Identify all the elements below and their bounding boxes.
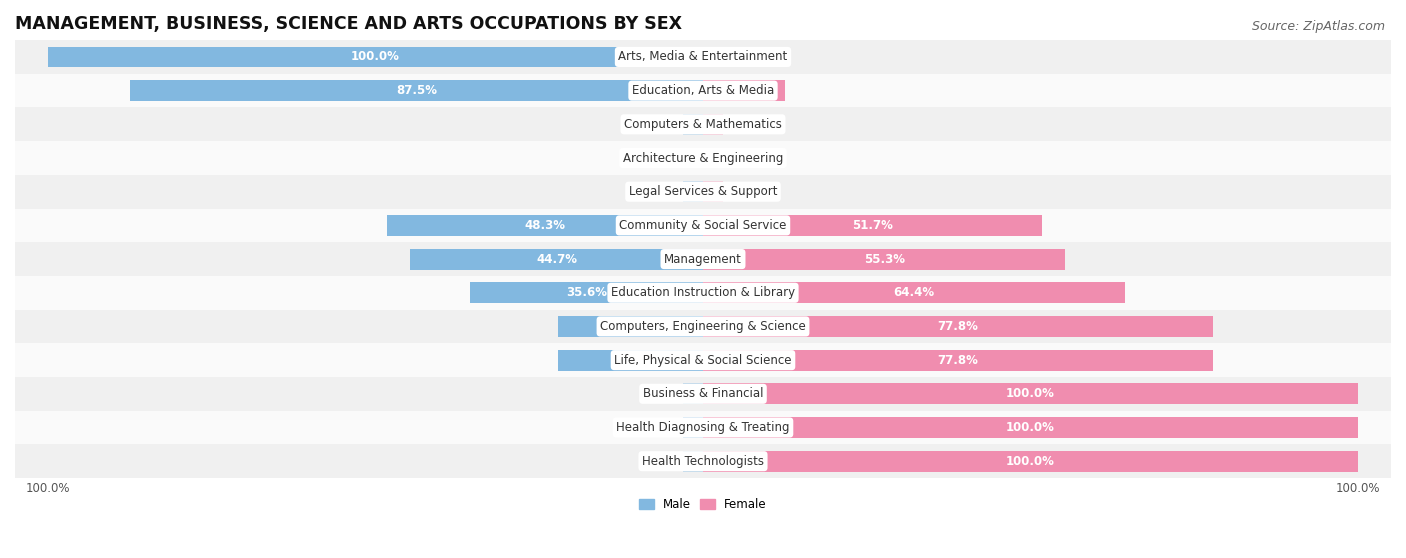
Text: 55.3%: 55.3% <box>863 253 904 266</box>
Text: 22.2%: 22.2% <box>610 354 651 367</box>
Text: 12.5%: 12.5% <box>724 84 765 97</box>
Text: 51.7%: 51.7% <box>852 219 893 232</box>
Bar <box>15 209 1391 242</box>
Bar <box>683 417 703 438</box>
Text: 35.6%: 35.6% <box>565 286 607 299</box>
Bar <box>703 282 1125 303</box>
Text: Architecture & Engineering: Architecture & Engineering <box>623 152 783 165</box>
Text: 100.0%: 100.0% <box>1007 421 1054 434</box>
Text: Legal Services & Support: Legal Services & Support <box>628 185 778 198</box>
Text: 77.8%: 77.8% <box>938 354 979 367</box>
Bar <box>15 74 1391 108</box>
Bar <box>558 350 703 371</box>
Text: 0.0%: 0.0% <box>647 455 676 468</box>
Text: 0.0%: 0.0% <box>647 118 676 131</box>
Bar <box>683 147 703 169</box>
Text: 44.7%: 44.7% <box>536 253 576 266</box>
Text: MANAGEMENT, BUSINESS, SCIENCE AND ARTS OCCUPATIONS BY SEX: MANAGEMENT, BUSINESS, SCIENCE AND ARTS O… <box>15 15 682 33</box>
Text: Computers, Engineering & Science: Computers, Engineering & Science <box>600 320 806 333</box>
Text: Education, Arts & Media: Education, Arts & Media <box>631 84 775 97</box>
Text: Education Instruction & Library: Education Instruction & Library <box>612 286 794 299</box>
Bar <box>703 147 723 169</box>
Bar <box>387 215 703 236</box>
Bar <box>15 141 1391 175</box>
Text: 87.5%: 87.5% <box>396 84 437 97</box>
Text: Community & Social Service: Community & Social Service <box>619 219 787 232</box>
Text: 100.0%: 100.0% <box>1007 455 1054 468</box>
Bar <box>683 114 703 135</box>
Text: 100.0%: 100.0% <box>352 50 399 64</box>
Bar <box>470 282 703 303</box>
Text: 0.0%: 0.0% <box>730 50 759 64</box>
Text: Management: Management <box>664 253 742 266</box>
Bar <box>15 444 1391 478</box>
Bar <box>48 46 703 68</box>
Bar <box>703 80 785 101</box>
Bar <box>15 343 1391 377</box>
Bar <box>15 276 1391 310</box>
Text: 64.4%: 64.4% <box>893 286 935 299</box>
Bar <box>703 451 1358 472</box>
Text: Health Technologists: Health Technologists <box>643 455 763 468</box>
Bar <box>15 175 1391 209</box>
Text: 0.0%: 0.0% <box>730 118 759 131</box>
Bar <box>703 417 1358 438</box>
Bar <box>15 40 1391 74</box>
Bar <box>703 249 1066 270</box>
Text: 100.0%: 100.0% <box>1007 387 1054 400</box>
Legend: Male, Female: Male, Female <box>634 493 772 516</box>
Bar <box>558 316 703 337</box>
Bar <box>411 249 703 270</box>
Bar <box>15 108 1391 141</box>
Bar <box>129 80 703 101</box>
Text: 0.0%: 0.0% <box>647 421 676 434</box>
Text: Life, Physical & Social Science: Life, Physical & Social Science <box>614 354 792 367</box>
Text: 77.8%: 77.8% <box>938 320 979 333</box>
Text: 0.0%: 0.0% <box>647 152 676 165</box>
Text: 0.0%: 0.0% <box>730 152 759 165</box>
Bar <box>15 242 1391 276</box>
Bar <box>683 181 703 202</box>
Bar <box>683 383 703 404</box>
Bar <box>703 46 723 68</box>
Text: 48.3%: 48.3% <box>524 219 565 232</box>
Bar <box>703 316 1213 337</box>
Text: 0.0%: 0.0% <box>647 387 676 400</box>
Text: Arts, Media & Entertainment: Arts, Media & Entertainment <box>619 50 787 64</box>
Bar <box>15 377 1391 411</box>
Text: Source: ZipAtlas.com: Source: ZipAtlas.com <box>1251 20 1385 32</box>
Bar <box>703 181 723 202</box>
Text: Health Diagnosing & Treating: Health Diagnosing & Treating <box>616 421 790 434</box>
Text: 0.0%: 0.0% <box>647 185 676 198</box>
Text: Computers & Mathematics: Computers & Mathematics <box>624 118 782 131</box>
Bar <box>703 383 1358 404</box>
Bar <box>703 215 1042 236</box>
Bar <box>703 350 1213 371</box>
Text: Business & Financial: Business & Financial <box>643 387 763 400</box>
Bar <box>15 411 1391 444</box>
Bar <box>703 114 723 135</box>
Text: 0.0%: 0.0% <box>730 185 759 198</box>
Bar <box>683 451 703 472</box>
Text: 22.2%: 22.2% <box>610 320 651 333</box>
Bar <box>15 310 1391 343</box>
